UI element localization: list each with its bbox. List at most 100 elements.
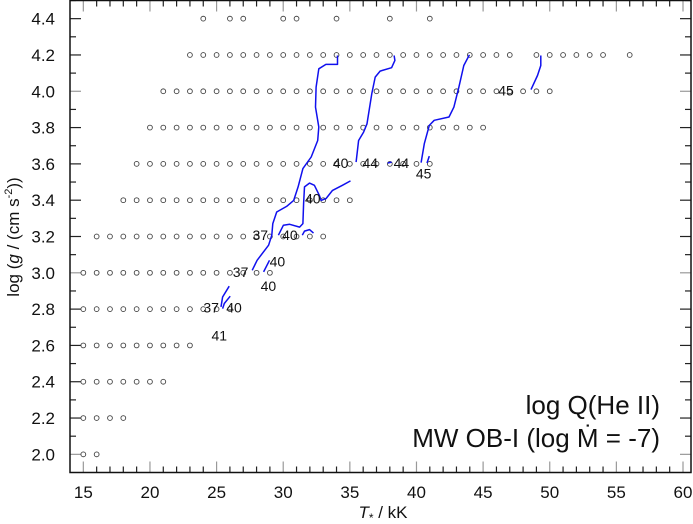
model-point — [573, 52, 580, 58]
model-point — [120, 197, 127, 204]
model-point — [293, 233, 300, 240]
model-point — [480, 124, 486, 131]
model-point — [93, 306, 100, 312]
model-point — [147, 342, 153, 349]
plot-frame — [69, 0, 692, 474]
model-point — [320, 52, 327, 58]
model-point — [187, 88, 193, 95]
model-point — [227, 197, 233, 204]
model-point — [240, 161, 247, 167]
model-point — [120, 342, 127, 349]
model-point — [213, 52, 220, 58]
model-point — [120, 415, 127, 421]
contour-label: 40 — [305, 191, 321, 207]
model-point — [453, 124, 460, 131]
model-point — [107, 269, 113, 276]
model-grid-points — [80, 15, 633, 458]
model-point — [200, 161, 207, 167]
model-point — [227, 306, 233, 312]
model-point — [160, 306, 167, 312]
contour-line-41 — [301, 228, 314, 236]
contour-line-45 — [530, 55, 542, 90]
model-point — [240, 233, 247, 240]
model-point — [426, 88, 433, 95]
model-point — [346, 52, 353, 58]
model-point — [480, 88, 486, 95]
x-tick-label: 35 — [340, 483, 359, 502]
y-tick-label: 2.4 — [31, 373, 55, 392]
model-point — [213, 124, 220, 131]
model-point — [626, 52, 633, 58]
model-point — [187, 197, 193, 204]
y-tick-label: 3.2 — [31, 228, 55, 247]
model-point — [213, 306, 220, 312]
model-point — [426, 161, 433, 167]
x-tick-label: 50 — [540, 483, 559, 502]
model-point — [480, 52, 486, 58]
model-point — [506, 52, 513, 58]
model-point — [133, 269, 140, 276]
model-point — [187, 342, 193, 349]
model-point — [147, 233, 153, 240]
contour-lines — [220, 54, 542, 309]
model-point — [213, 161, 220, 167]
model-point — [173, 88, 180, 95]
model-point — [107, 342, 113, 349]
model-point — [440, 52, 446, 58]
model-point — [307, 197, 313, 204]
model-point — [546, 52, 553, 58]
model-point — [360, 161, 367, 167]
model-point — [253, 197, 260, 204]
model-point — [280, 15, 287, 22]
model-point — [147, 269, 153, 276]
model-point — [93, 342, 100, 349]
model-point — [307, 124, 313, 131]
model-point — [533, 88, 540, 95]
model-point — [147, 197, 153, 204]
model-point — [400, 52, 407, 58]
contour-label: 45 — [416, 166, 432, 182]
model-point — [240, 269, 247, 276]
model-point — [120, 269, 127, 276]
x-tick-label: 30 — [274, 483, 293, 502]
contour-label: 37 — [253, 227, 269, 243]
model-point — [466, 52, 473, 58]
model-point — [440, 88, 446, 95]
model-point — [373, 124, 380, 131]
model-point — [80, 378, 87, 385]
model-point — [386, 124, 393, 131]
model-point — [147, 306, 153, 312]
model-point — [133, 161, 140, 167]
model-point — [160, 161, 167, 167]
model-point — [227, 52, 233, 58]
model-point — [187, 306, 193, 312]
model-point — [267, 52, 273, 58]
contour-line-44 — [355, 55, 396, 163]
model-point — [346, 88, 353, 95]
model-point — [493, 88, 500, 95]
contour-label: 45 — [498, 82, 514, 98]
contour-label: 40 — [270, 254, 286, 270]
model-point — [93, 269, 100, 276]
model-point — [147, 378, 153, 385]
model-point — [107, 233, 113, 240]
model-point — [173, 124, 180, 131]
model-point — [107, 306, 113, 312]
model-point — [93, 378, 100, 385]
model-point — [346, 124, 353, 131]
annotation-line-2: MW OB-I (log Ṁ = -7) — [412, 423, 660, 453]
model-point — [253, 269, 260, 276]
model-point — [200, 306, 207, 312]
model-point — [133, 342, 140, 349]
model-point — [227, 233, 233, 240]
model-point — [240, 52, 247, 58]
model-point — [173, 306, 180, 312]
model-point — [160, 197, 167, 204]
model-point — [586, 52, 593, 58]
model-point — [133, 233, 140, 240]
contour-label: 44 — [362, 155, 378, 171]
model-point — [267, 161, 273, 167]
model-point — [400, 161, 407, 167]
contour-label: 40 — [333, 155, 349, 171]
axis-ticks — [70, 0, 691, 473]
